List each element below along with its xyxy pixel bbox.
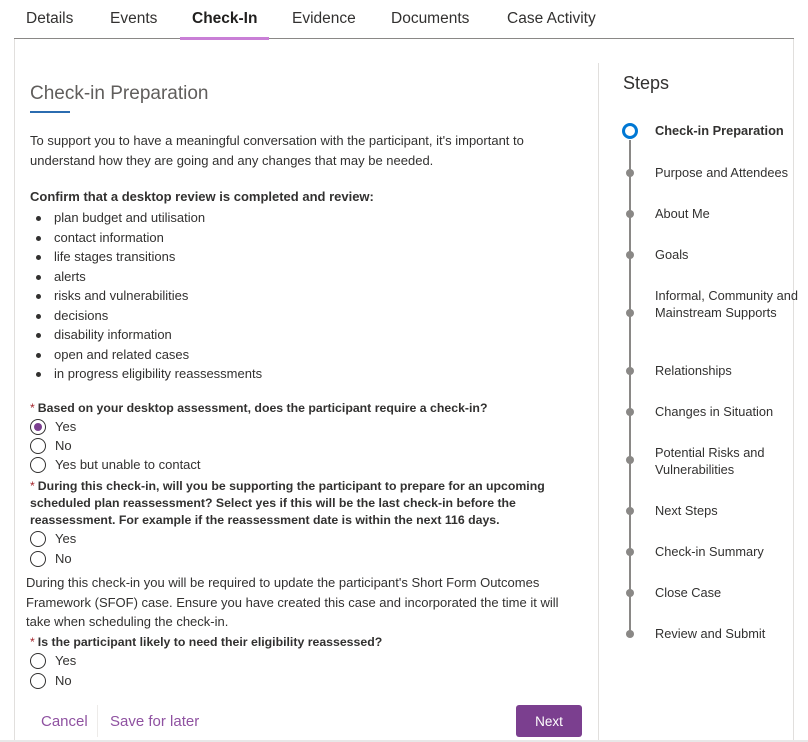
page-title: Check-in Preparation [30,83,209,104]
step-purpose-attendees[interactable]: Purpose and Attendees [655,165,789,180]
step-dot-icon [626,456,634,464]
tab-case-activity[interactable]: Case Activity [507,10,596,27]
question-plan-reassessment: * During this check-in, will you be suppo… [30,478,582,529]
step-about-me[interactable]: About Me [655,206,710,221]
step-changes-in-situation[interactable]: Changes in Situation [655,404,774,419]
list-item: risks and vulnerabilities [36,286,262,306]
list-item: open and related cases [36,345,262,365]
current-step-icon [622,123,638,139]
list-item: in progress eligibility reassessments [36,364,262,384]
cancel-button[interactable]: Cancel [41,713,88,730]
content-frame [14,39,794,742]
step-dot-icon [626,589,634,597]
step-goals[interactable]: Goals [655,247,689,262]
radio-icon [30,530,46,547]
radio-q3-yes[interactable]: Yes [30,651,76,670]
question-eligibility: * Is the participant likely to need their… [30,634,582,651]
required-marker: * [30,401,35,415]
steps-title: Steps [623,73,670,93]
step-next-steps[interactable]: Next Steps [655,503,718,518]
radio-icon [30,550,46,567]
tab-check-in[interactable]: Check-In [179,10,271,40]
list-item: disability information [36,325,262,345]
radio-label: Yes but unable to contact [55,457,201,472]
list-item: contact information [36,228,262,248]
save-for-later-button[interactable]: Save for later [110,713,200,730]
radio-icon [30,652,46,669]
radio-icon [30,437,46,454]
step-dot-icon [626,251,634,259]
radio-label: No [55,438,72,453]
footer-separator [97,705,98,737]
step-close-case[interactable]: Close Case [655,585,722,600]
question-label: Is the participant likely to need their … [37,635,383,649]
step-relationships[interactable]: Relationships [655,363,732,378]
step-check-in-preparation[interactable]: Check-in Preparation [655,123,784,138]
next-button[interactable]: Next [516,705,582,737]
step-check-in-summary[interactable]: Check-in Summary [655,544,764,559]
question-label: During this check-in, will you be suppor… [30,479,545,527]
step-dot-icon [626,507,634,515]
radio-selected-icon [30,418,46,435]
tab-documents[interactable]: Documents [391,10,470,27]
step-dot-icon [626,210,634,218]
radio-label: Yes [55,419,77,434]
step-dot-icon [626,309,634,317]
radio-q1-unable[interactable]: Yes but unable to contact [30,455,201,474]
radio-icon [30,672,46,689]
review-list: plan budget and utilisation contact info… [36,208,262,384]
tab-evidence[interactable]: Evidence [292,10,356,27]
bottom-border [0,740,808,742]
panel-divider [598,63,599,742]
required-marker: * [30,635,35,649]
radio-label: Yes [55,653,77,668]
list-item: decisions [36,306,262,326]
title-underline [30,111,70,113]
sfof-note: During this check-in you will be require… [26,575,559,629]
radio-q2-no[interactable]: No [30,549,72,568]
question-label: Based on your desktop assessment, does t… [37,401,488,415]
step-potential-risks[interactable]: Potential Risks and Vulnerabilities [655,445,765,477]
steps-line [629,140,631,634]
radio-q1-no[interactable]: No [30,436,72,455]
intro-text: To support you to have a meaningful conv… [30,133,524,168]
question-require-check-in: * Based on your desktop assessment, does … [30,400,582,417]
step-dot-icon [626,367,634,375]
radio-q1-yes[interactable]: Yes [30,417,76,436]
step-dot-icon [626,630,634,638]
step-informal-supports[interactable]: Informal, Community and Mainstream Suppo… [655,288,798,320]
tab-details[interactable]: Details [26,10,74,27]
step-dot-icon [626,548,634,556]
tab-bar: Details Events Check-In Evidence Documen… [14,0,794,40]
radio-icon [30,456,46,473]
list-item: plan budget and utilisation [36,208,262,228]
step-dot-icon [626,408,634,416]
radio-q2-yes[interactable]: Yes [30,529,76,548]
step-review-submit[interactable]: Review and Submit [655,626,766,641]
list-item: life stages transitions [36,247,262,267]
radio-label: Yes [55,531,77,546]
list-item: alerts [36,267,262,287]
step-dot-icon [626,169,634,177]
radio-label: No [55,673,72,688]
tab-events[interactable]: Events [110,10,158,27]
radio-q3-no[interactable]: No [30,671,72,690]
radio-label: No [55,551,72,566]
confirm-heading: Confirm that a desktop review is complet… [30,189,374,204]
required-marker: * [30,479,35,493]
